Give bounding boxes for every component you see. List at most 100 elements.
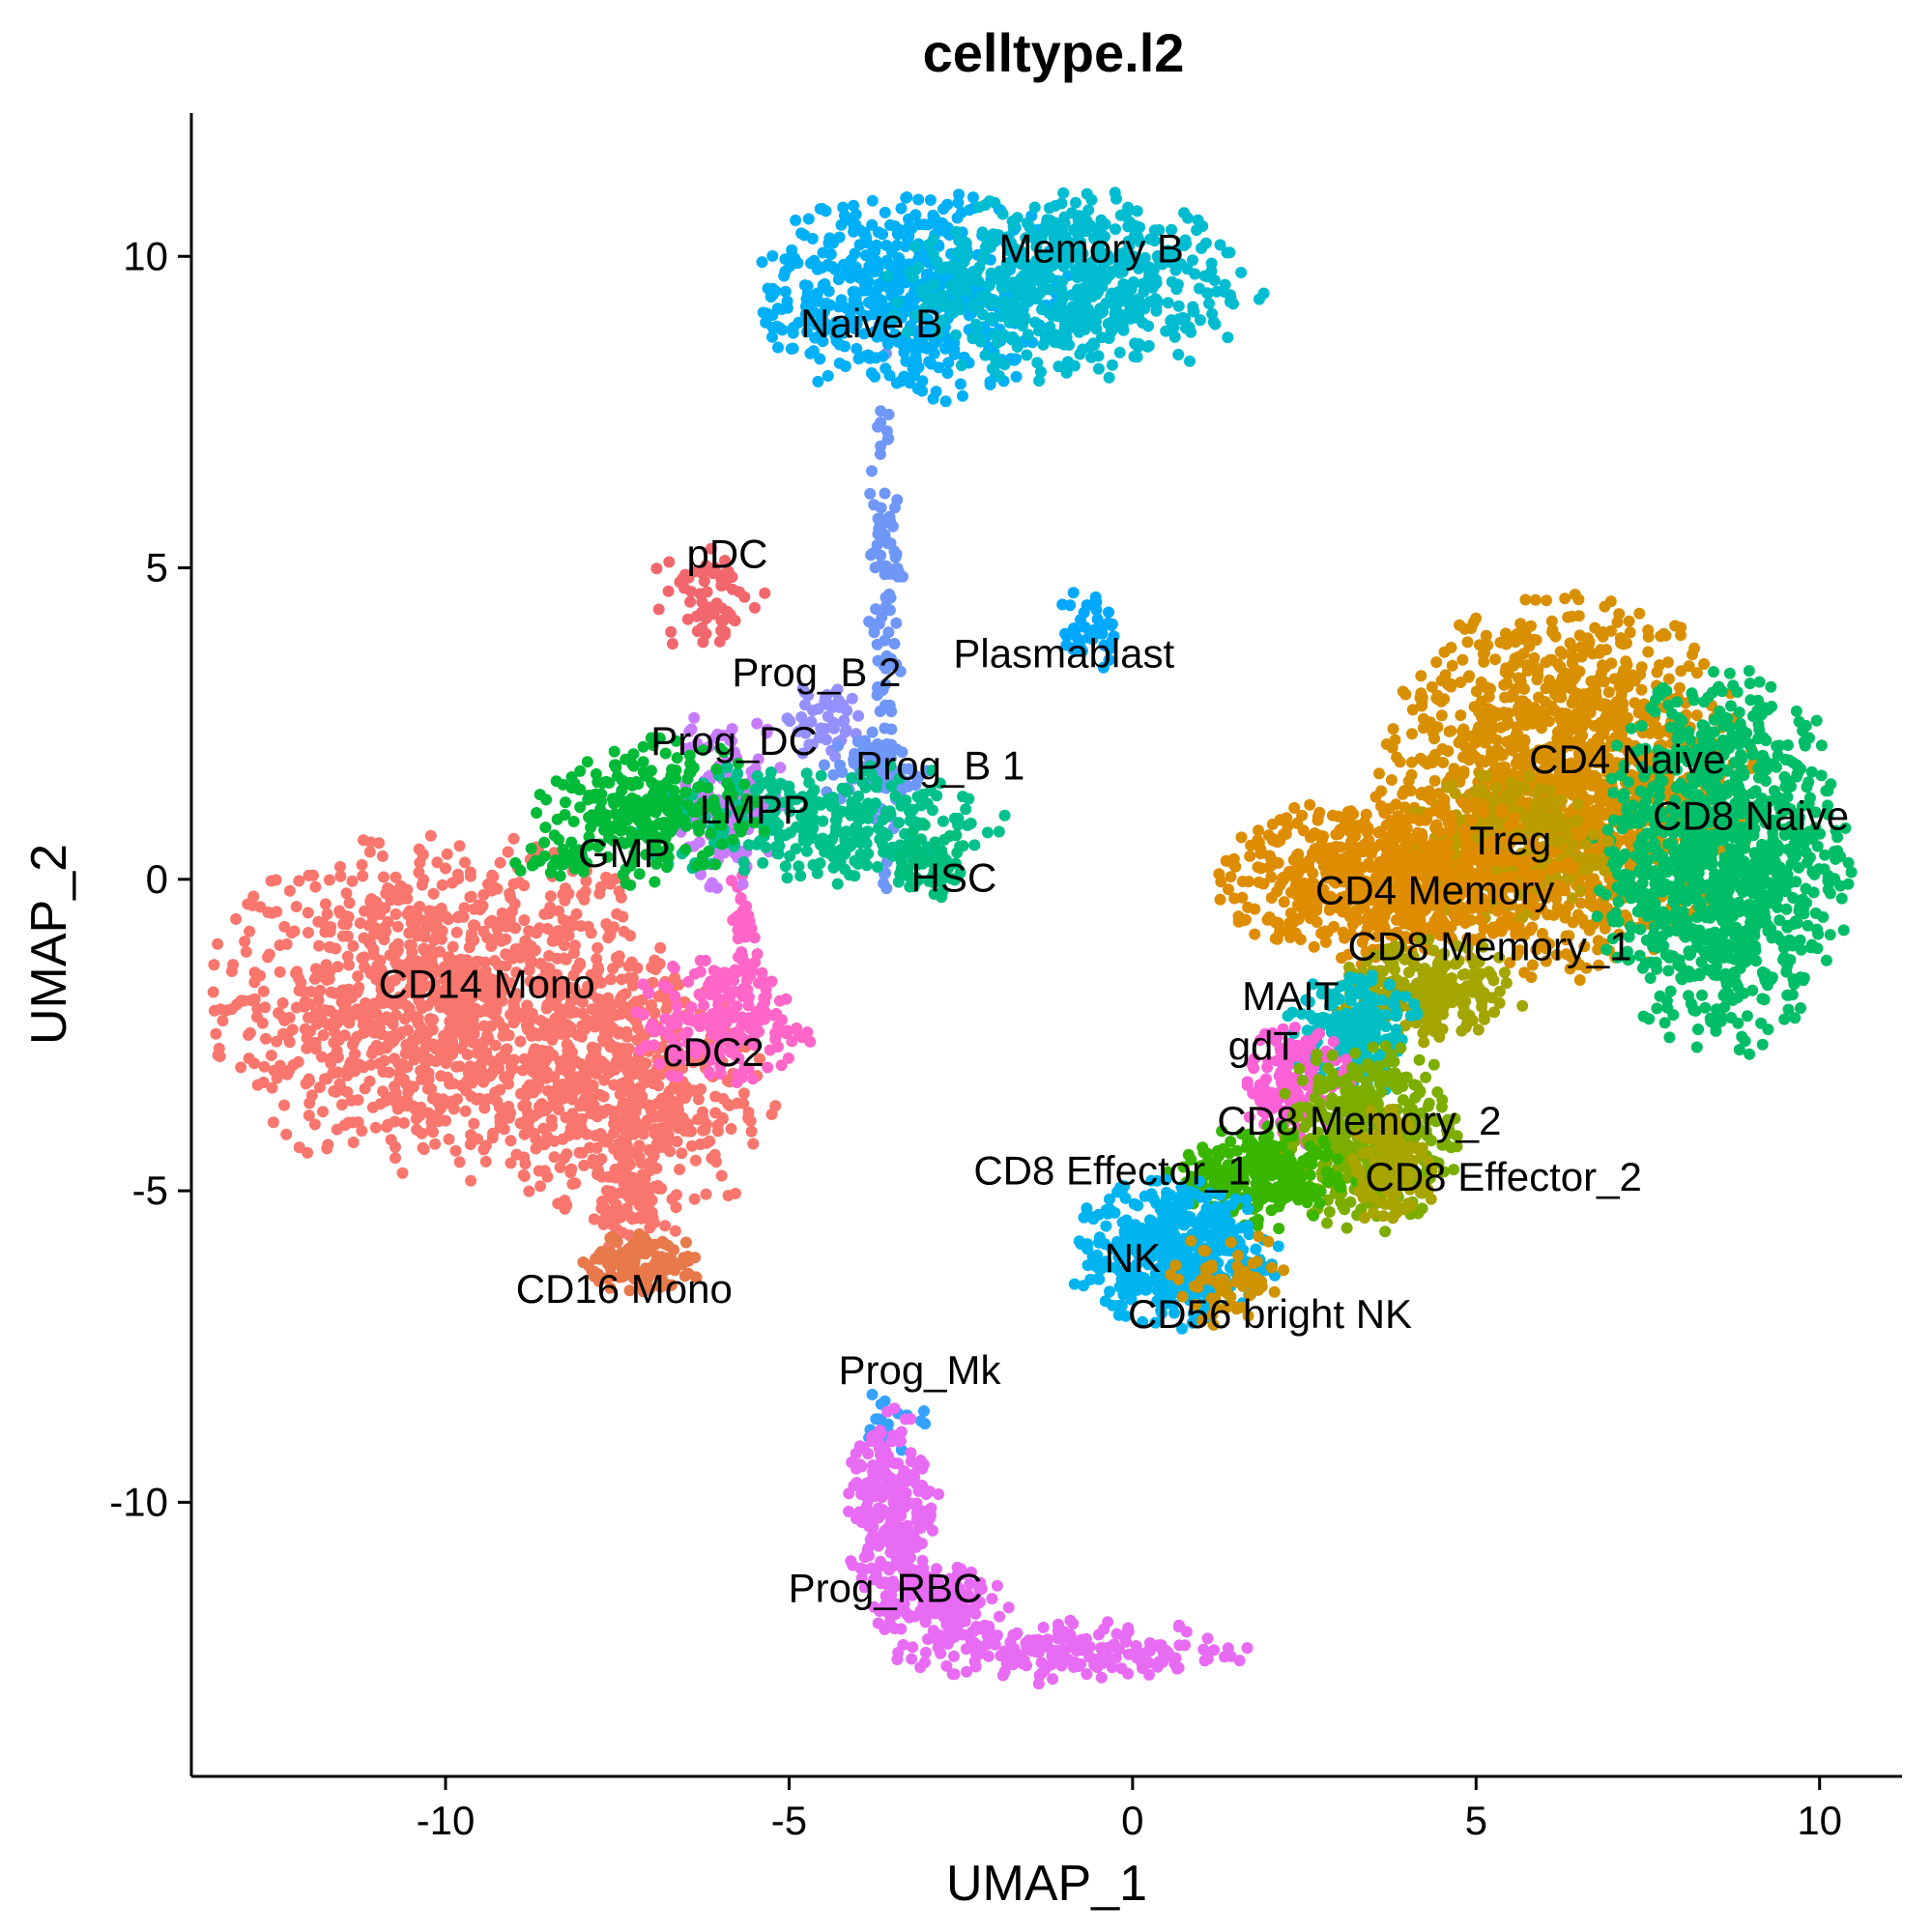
cell-point <box>947 306 960 319</box>
cell-point <box>542 999 555 1012</box>
cell-point <box>872 226 884 239</box>
cell-point <box>616 1102 628 1114</box>
cell-point <box>435 1070 447 1082</box>
cell-point <box>468 1062 480 1075</box>
cell-point <box>292 1055 304 1068</box>
cell-point <box>848 219 860 232</box>
cell-point <box>608 759 620 771</box>
cell-point <box>427 916 440 929</box>
cell-point <box>1454 619 1465 631</box>
cell-point <box>313 1005 326 1018</box>
cell-point <box>477 1143 490 1156</box>
cell-point <box>764 291 777 303</box>
cell-point <box>283 1011 296 1024</box>
cell-point <box>1221 246 1233 259</box>
cell-point <box>928 212 940 224</box>
cell-point <box>769 1027 782 1039</box>
cell-point <box>600 1185 613 1197</box>
cell-point <box>247 890 260 903</box>
cell-point <box>655 794 668 807</box>
cell-point <box>491 931 504 943</box>
cell-point <box>682 798 695 811</box>
cell-point <box>1103 371 1115 384</box>
cell-point <box>800 845 813 857</box>
cell-point <box>981 826 994 839</box>
cell-point <box>489 1039 502 1052</box>
cell-point <box>870 603 882 616</box>
cell-point <box>885 723 898 735</box>
cell-point <box>549 854 562 867</box>
cell-point <box>312 995 325 1007</box>
cell-point <box>566 1116 579 1129</box>
cell-point <box>527 1026 539 1039</box>
cell-point <box>525 843 537 854</box>
cell-point <box>235 995 247 1007</box>
cell-point <box>378 871 389 883</box>
cell-point <box>912 193 925 206</box>
cell-point <box>979 349 992 361</box>
cell-point <box>656 1235 669 1248</box>
cell-point <box>951 262 964 274</box>
cell-point <box>646 1206 658 1219</box>
cell-point <box>886 520 899 533</box>
cell-point <box>514 1035 527 1048</box>
cell-point <box>737 1087 750 1100</box>
cell-point <box>505 1157 517 1169</box>
cell-point <box>893 223 906 236</box>
cell-point <box>418 968 431 981</box>
cell-point <box>681 613 694 625</box>
cell-point <box>374 908 387 920</box>
cell-point <box>557 1133 569 1145</box>
cell-point <box>794 870 807 882</box>
cell-point <box>1406 728 1418 740</box>
cell-point <box>576 1020 589 1032</box>
cell-point <box>314 1081 326 1093</box>
cell-point <box>339 998 352 1011</box>
cell-point <box>541 922 554 935</box>
cell-point <box>1109 187 1121 199</box>
cell-point <box>757 306 769 319</box>
cell-point <box>403 1005 416 1018</box>
cell-point <box>748 601 761 614</box>
cell-point <box>770 840 783 852</box>
cell-point <box>700 1118 712 1131</box>
cell-point <box>697 636 709 649</box>
cell-point <box>649 1180 661 1193</box>
cell-point <box>776 1014 788 1026</box>
cell-point <box>317 1106 329 1118</box>
cell-point <box>263 948 275 961</box>
cell-point <box>663 556 676 568</box>
cell-point <box>984 313 996 326</box>
cell-point <box>216 1015 229 1027</box>
cell-point <box>898 370 910 383</box>
cell-point <box>786 244 798 256</box>
cell-point <box>486 1132 499 1144</box>
cell-point <box>450 926 463 938</box>
cell-point <box>822 710 834 723</box>
cell-point <box>822 285 835 298</box>
cell-point <box>548 1151 561 1164</box>
cell-point <box>593 1248 606 1260</box>
cell-point <box>465 890 477 903</box>
cell-point <box>566 1093 579 1106</box>
cell-point <box>649 954 661 966</box>
cell-point <box>502 846 514 858</box>
cell-point <box>865 549 878 562</box>
cell-point <box>879 634 891 647</box>
cell-point <box>1037 338 1050 351</box>
cell-point <box>735 946 748 959</box>
cell-point <box>546 1033 559 1046</box>
cell-point <box>968 839 981 851</box>
cell-point <box>1098 274 1110 286</box>
cell-point <box>519 1011 532 1024</box>
cell-point <box>382 882 394 894</box>
cell-point <box>950 329 962 341</box>
cell-point <box>363 937 376 949</box>
cell-point <box>792 257 804 270</box>
cell-point <box>1027 274 1040 287</box>
cell-point <box>692 1093 705 1106</box>
cell-point <box>309 880 322 893</box>
cell-point <box>738 963 751 975</box>
cell-point <box>552 1197 564 1210</box>
cell-point <box>421 1082 434 1095</box>
